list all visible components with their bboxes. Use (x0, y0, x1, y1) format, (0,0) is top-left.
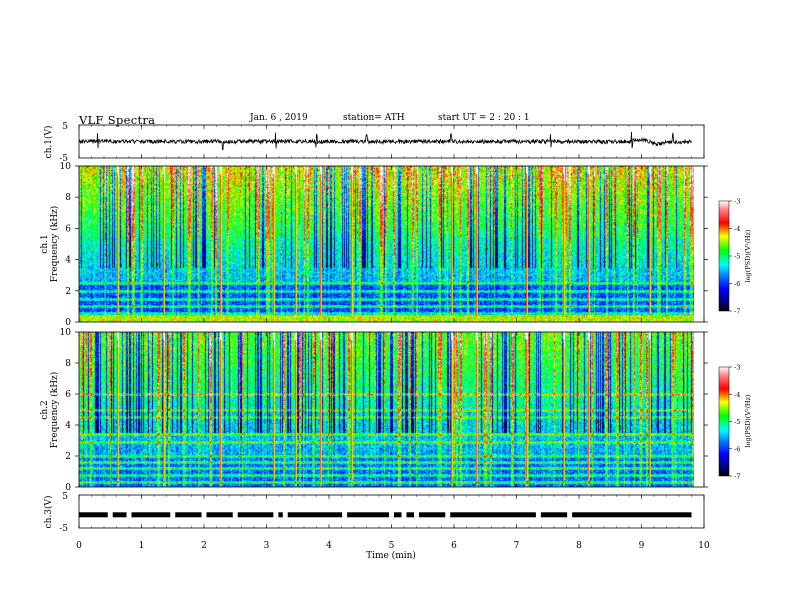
frequency-tick-label: 0 (65, 318, 71, 328)
time-tick-label: 5 (389, 541, 395, 551)
colorbar-tick-label: -3 (734, 198, 740, 206)
frequency-tick-label: 2 (65, 452, 71, 462)
colorbar-tick-label: -4 (734, 225, 740, 233)
time-tick-label: 6 (451, 541, 457, 551)
start-time-label: start UT = 2 : 20 : 1 (438, 113, 530, 123)
time-tick-label: 7 (514, 541, 520, 551)
frequency-tick-label: 8 (65, 359, 71, 369)
ch2-ylabel-frequency: Frequency (kHz) (49, 372, 60, 449)
ch3-signal-segment (237, 512, 274, 518)
ch1-colorbar: -3 -4 -5 -6 -7 log(PSD)(V²/Hz) (718, 198, 752, 316)
time-tick-label: 9 (639, 541, 645, 551)
ch3-signal-segment (406, 512, 414, 518)
frequency-tick-label: 4 (65, 256, 71, 266)
ch3-waveform-panel: 5 -5 ch.3(V) (43, 492, 705, 534)
time-tick-label: 0 (76, 541, 82, 551)
ch3-waveform-line (79, 512, 692, 518)
colorbar-tick-label: -7 (734, 308, 740, 316)
time-tick-label: 4 (326, 541, 332, 551)
ch2-colorbar-label: log(PSD)(V²/Hz) (744, 394, 752, 447)
time-tick-label: 3 (264, 541, 270, 551)
chart-title: VLF Spectra (79, 113, 156, 127)
ch2-spectrogram-panel: 0 2 4 6 8 10 ch.2 Frequency (kHz) (40, 328, 708, 493)
colorbar-tick-label: -3 (734, 364, 740, 372)
frequency-tick-label: 2 (65, 287, 71, 297)
ch3-signal-segment (540, 512, 568, 518)
time-tick-label: 1 (139, 541, 145, 551)
frequency-tick-label: 6 (65, 224, 71, 234)
colorbar-tick-label: -6 (734, 445, 740, 453)
time-tick-label: 10 (698, 541, 710, 551)
colorbar-tick-label: -6 (734, 280, 740, 288)
ch2-frequency-ticks: 0 2 4 6 8 10 (60, 328, 708, 493)
time-axis: 0 1 2 3 4 5 6 7 8 9 10 (76, 125, 710, 551)
ch1-ytick-bottom: -5 (59, 154, 68, 164)
ch3-signal-segment (79, 512, 108, 518)
ch3-signal-segment (112, 512, 127, 518)
ch1-colorbar-scale (718, 200, 730, 312)
ch3-signal-segment (450, 512, 536, 518)
time-tick-label: 8 (576, 541, 582, 551)
ch1-spectrogram-panel: 0 2 4 6 8 10 ch.1 Frequency (kHz) (40, 162, 708, 328)
ch1-ylabel-channel: ch.1 (40, 234, 50, 253)
colorbar-tick-label: -5 (734, 418, 740, 426)
ch3-signal-segment (394, 512, 402, 518)
station-label: station= ATH (343, 113, 405, 123)
ch1-waveform-line (78, 131, 692, 151)
time-axis-label: Time (min) (366, 550, 416, 561)
ch3-signal-segment (347, 512, 389, 518)
ch2-colorbar-scale (718, 366, 730, 477)
ch3-ytick-top: 5 (62, 492, 68, 502)
ch3-signal-segment (206, 512, 233, 518)
ch3-signal-segment (287, 512, 343, 518)
ch1-colorbar-label: log(PSD)(V²/Hz) (744, 229, 752, 282)
frequency-tick-label: 6 (65, 390, 71, 400)
ch3-ylabel: ch.3(V) (43, 496, 54, 529)
ch3-signal-segment (131, 512, 171, 518)
time-tick-label: 2 (201, 541, 207, 551)
ch1-ytick-top: 5 (62, 122, 68, 132)
ch3-signal-segment (572, 512, 692, 518)
ch1-frequency-ticks: 0 2 4 6 8 10 (60, 162, 708, 328)
ch1-ylabel-frequency: Frequency (kHz) (49, 206, 60, 283)
ch3-signal-segment (278, 512, 283, 518)
frequency-tick-label: 4 (65, 421, 71, 431)
ch2-spectrogram-image (79, 332, 694, 487)
ch1-ylabel: ch.1(V) (43, 126, 54, 159)
ch1-waveform-panel: 5 -5 ch.1(V) (43, 122, 705, 164)
ch2-ylabel-channel: ch.2 (40, 400, 50, 419)
ch3-signal-segment (175, 512, 202, 518)
colorbar-tick-label: -7 (734, 473, 740, 481)
date-label: Jan. 6 , 2019 (250, 113, 308, 123)
colorbar-tick-label: -5 (734, 253, 740, 261)
ch3-ytick-bottom: -5 (59, 524, 68, 534)
frequency-tick-label: 8 (65, 193, 71, 203)
frequency-tick-label: 10 (60, 162, 72, 172)
ch1-spectrogram-image (79, 166, 694, 322)
ch3-signal-segment (419, 512, 446, 518)
frequency-tick-label: 10 (60, 328, 72, 338)
ch2-colorbar: -3 -4 -5 -6 -7 log(PSD)(V²/Hz) (718, 364, 752, 481)
colorbar-tick-label: -4 (734, 391, 740, 399)
frequency-tick-label: 0 (65, 483, 71, 493)
